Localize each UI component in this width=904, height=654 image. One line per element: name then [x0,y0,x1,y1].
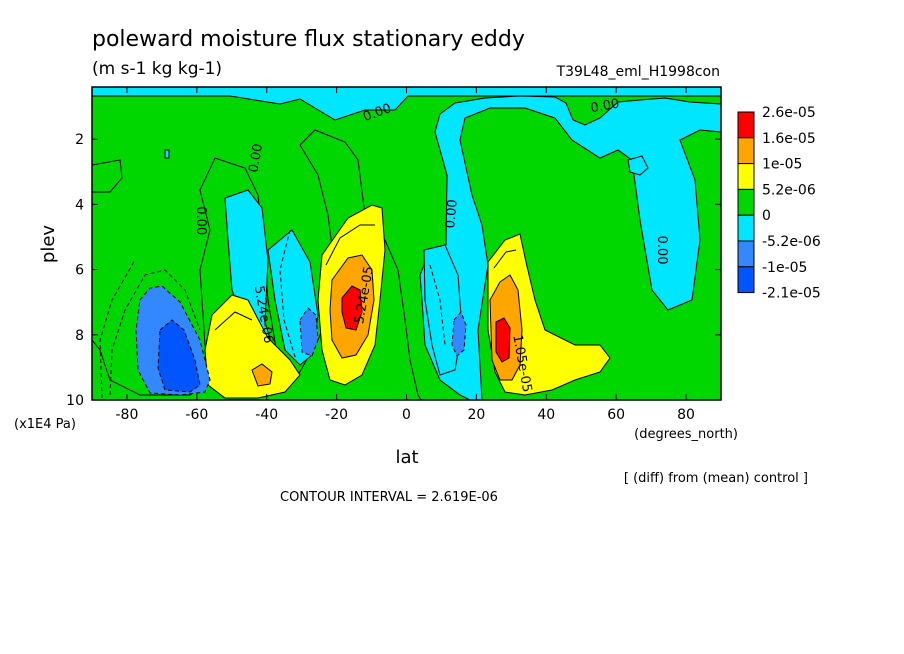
chart-title: poleward moisture flux stationary eddy [92,27,525,52]
y-tick-label: 4 [75,197,84,213]
colorbar-label: 1e-05 [762,157,802,173]
colorbar-label: -2.1e-05 [762,286,821,302]
colorbar-label: -1e-05 [762,260,807,276]
contour-label: 0.00 [654,236,669,265]
x-tick-label: 60 [607,407,625,423]
colorbar-label: 1.6e-05 [762,131,816,147]
negative-contours [99,229,446,399]
colorbar-label: 5.2e-06 [762,182,816,198]
colorbar-swatch [737,188,755,216]
contour-label: 0.00 [443,199,460,229]
x-tick-label: 0 [402,407,411,423]
y-tick-label: 10 [66,393,84,409]
y-tick-label: 2 [75,132,84,148]
diff-note: [ (diff) from (mean) control ] [624,471,808,486]
contour-field [92,87,721,400]
x-tick-label: -20 [325,407,348,423]
colorbar-swatch [737,266,755,294]
chart-units: (m s-1 kg kg-1) [92,59,222,79]
positive-contours [214,224,517,331]
x-tick-label: -60 [185,407,208,423]
y-tick-label: 6 [75,263,84,279]
x-axis: -80 -60 -40 -20 0 20 40 60 80 [116,87,695,423]
colorbar-swatch [737,137,755,165]
y-axis: 2 4 6 8 10 [66,132,721,409]
colorbar-swatch [737,240,755,268]
darkblue-band [157,319,201,393]
x-tick-label: -40 [255,407,278,423]
x-axis-label: lat [395,447,418,468]
x-axis-units: (degrees_north) [634,427,738,442]
x-tick-label: 40 [537,407,555,423]
run-id: T39L48_eml_H1998con [556,64,720,80]
colorbar-swatch [737,163,755,190]
colorbar-label: 2.6e-05 [762,105,816,121]
y-axis-label: plev [38,225,59,264]
colorbar-label: 0 [762,208,771,224]
contour-label: 0.00 [590,96,621,116]
colorbar-label: -5.2e-06 [762,234,821,250]
colorbar: 2.6e-05 1.6e-05 1e-05 5.2e-06 0 -5.2e-06 -1e-0… [737,105,821,302]
colorbar-swatch [737,214,755,242]
x-tick-label: -80 [116,407,139,423]
contour-label: 0.00 [246,143,266,174]
contour-interval: CONTOUR INTERVAL = 2.619E-06 [280,490,498,505]
x-tick-label: 80 [677,407,695,423]
colorbar-swatch [737,111,755,139]
y-tick-label: 8 [75,328,84,344]
x-tick-label: 20 [467,407,485,423]
red-band [341,285,511,363]
y-axis-units: (x1E4 Pa) [14,417,76,432]
contour-label: 0.00 [193,206,208,235]
